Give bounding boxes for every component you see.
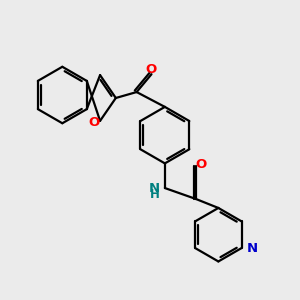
- Text: O: O: [146, 63, 157, 76]
- Text: O: O: [88, 116, 99, 129]
- Text: H: H: [150, 188, 160, 201]
- Text: N: N: [148, 182, 160, 194]
- Text: N: N: [247, 242, 258, 255]
- Text: O: O: [195, 158, 206, 171]
